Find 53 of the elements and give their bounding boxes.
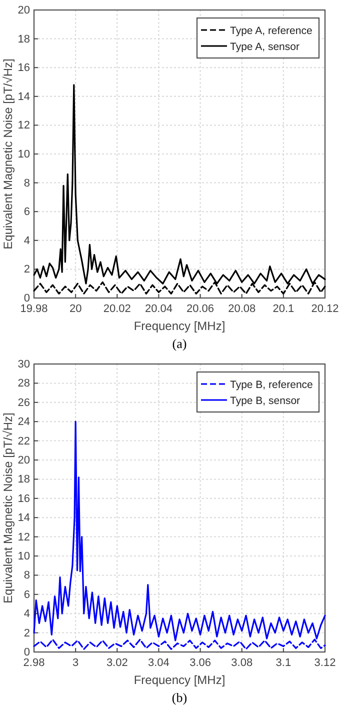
x-tick-label: 20.1 — [272, 302, 294, 315]
x-tick-label: 3.04 — [148, 656, 170, 669]
y-tick-label: 16 — [18, 492, 30, 505]
y-tick-label: 16 — [18, 62, 30, 74]
legend-label: Type B, sensor — [230, 395, 301, 407]
y-axis-title: Equivalent Magnetic Noise [pT/√Hz] — [1, 412, 15, 604]
x-tick-label: 20.12 — [311, 302, 339, 315]
y-tick-label: 14 — [18, 512, 30, 524]
x-tick-label: 19.98 — [20, 302, 48, 315]
x-axis-title: Frequency [MHz] — [134, 673, 226, 687]
y-tick-label: 20 — [18, 4, 30, 17]
y-tick-label: 8 — [24, 177, 30, 190]
y-tick-label: 4 — [24, 608, 30, 620]
text: (b) — [172, 690, 188, 705]
x-tick-label: 3.02 — [106, 656, 128, 669]
x-tick-label: 20.04 — [144, 302, 172, 315]
x-tick-label: 3 — [72, 656, 79, 669]
x-tick-label: 20 — [69, 302, 82, 315]
y-tick-label: 0 — [24, 646, 30, 659]
y-axis-title: Equivalent Magnetic Noise [pT/√Hz] — [1, 58, 15, 250]
y-tick-label: 14 — [18, 90, 30, 103]
x-tick-label: 20.06 — [186, 302, 214, 315]
y-tick-label: 30 — [18, 358, 30, 371]
y-tick-label: 22 — [18, 435, 30, 448]
x-tick-label: 20.08 — [228, 302, 256, 315]
x-tick-label: 3.1 — [276, 656, 292, 669]
text: (a) — [172, 336, 187, 351]
legend-label: Type A, reference — [230, 25, 312, 37]
y-tick-label: 26 — [18, 396, 30, 409]
x-tick-label: 3.12 — [314, 656, 336, 669]
y-tick-label: 8 — [24, 570, 30, 582]
y-tick-label: 20 — [18, 454, 30, 467]
y-tick-label: 24 — [18, 416, 30, 428]
y-tick-label: 18 — [18, 474, 30, 486]
x-tick-label: 20.02 — [103, 302, 131, 315]
legend-label: Type B, reference — [230, 379, 314, 391]
x-axis-title: Frequency [MHz] — [134, 319, 226, 333]
legend-label: Type A, sensor — [230, 41, 300, 53]
y-tick-label: 28 — [18, 378, 30, 390]
y-tick-label: 10 — [18, 148, 30, 161]
x-tick-label: 3.06 — [190, 656, 211, 669]
y-tick-label: 18 — [18, 33, 30, 46]
y-tick-label: 2 — [24, 264, 30, 276]
y-tick-label: 12 — [18, 531, 30, 544]
y-tick-label: 0 — [24, 292, 30, 305]
y-tick-label: 6 — [24, 206, 30, 218]
y-tick-label: 2 — [24, 627, 30, 640]
y-tick-label: 6 — [24, 588, 30, 601]
y-tick-label: 10 — [18, 550, 30, 563]
y-tick-label: 12 — [18, 120, 30, 132]
y-tick-label: 4 — [24, 234, 30, 247]
x-tick-label: 3.08 — [231, 656, 253, 669]
x-tick-label: 2.98 — [23, 656, 45, 669]
